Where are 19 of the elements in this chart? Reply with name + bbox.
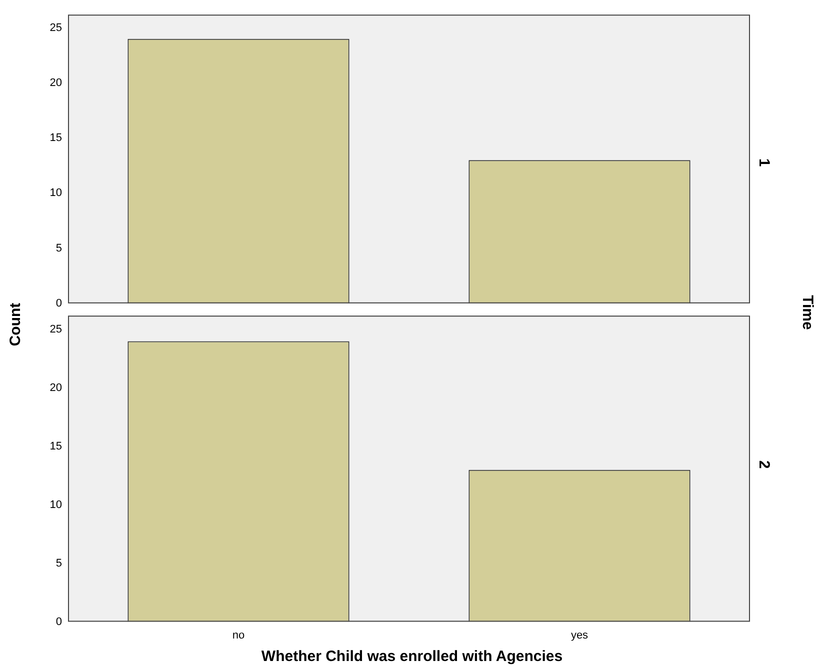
- y-tick-label: 5: [56, 242, 62, 254]
- y-tick-label: 0: [56, 616, 62, 628]
- y2-axis-title: Time: [798, 295, 816, 330]
- text: 2: [756, 460, 773, 469]
- x-tick-label: no: [232, 629, 245, 642]
- y-tick-label: 15: [50, 440, 62, 453]
- y-tick-label: 25: [50, 324, 62, 336]
- y-tick-label: 25: [50, 22, 62, 34]
- y-tick-label: 15: [50, 132, 62, 144]
- y-tick-label: 20: [50, 382, 62, 394]
- text: 1: [756, 158, 773, 167]
- x-tick-label: yes: [570, 629, 589, 642]
- x-axis-title: Whether Child was enrolled with Agencies: [260, 648, 564, 665]
- y-axis-title: Count: [7, 302, 24, 346]
- y-tick-label: 0: [56, 297, 62, 310]
- y-tick-label: 20: [50, 76, 62, 89]
- y-tick-label: 10: [50, 187, 62, 200]
- y-tick-label: 10: [50, 498, 62, 511]
- y-tick-label: 5: [56, 557, 62, 570]
